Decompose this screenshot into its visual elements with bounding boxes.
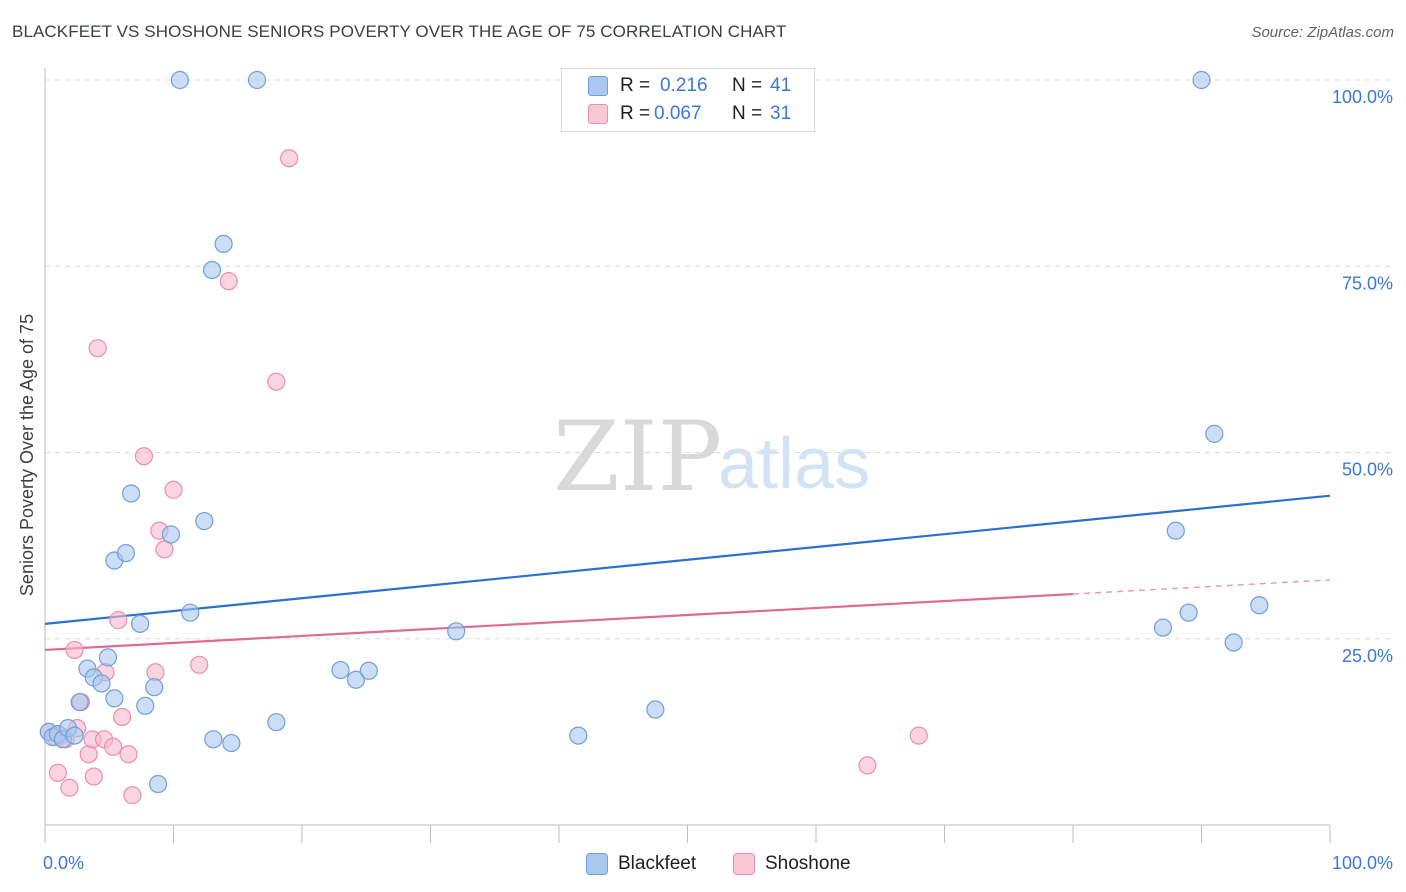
shoshone-swatch [588,104,608,124]
blackfeet-point[interactable] [331,660,350,680]
shoshone-point[interactable] [267,372,286,391]
watermark: ZIP atlas [553,401,870,513]
blackfeet-point[interactable] [1192,70,1211,90]
trend-lines [44,494,1331,652]
shoshone-point[interactable] [65,640,84,660]
shoshone-trend-line [44,592,1074,652]
blackfeet-point[interactable] [161,525,181,544]
n-label: N = [732,75,763,96]
shoshone-point[interactable] [134,447,154,466]
axis-labels: 25.0% 50.0% 75.0% 100.0% 0.0% 100.0% Seniors P… [17,87,1393,873]
blackfeet-point[interactable] [98,648,118,667]
stats-box: R = 0.216 N = 41 R = 0.067 N = 31 [561,68,815,132]
y-tick-label: 25.0% [1342,646,1393,666]
blackfeet-trend-line [44,494,1331,625]
blackfeet-point[interactable] [646,700,665,719]
blackfeet-point[interactable] [181,603,200,622]
shoshone-n-value: 31 [770,103,792,124]
blackfeet-point[interactable] [569,726,588,745]
blackfeet-point[interactable] [195,511,214,531]
shoshone-legend-label: Shoshone [765,853,851,874]
source-label: Source: ZipAtlas.com [1251,24,1394,41]
blackfeet-point[interactable] [70,692,89,712]
x-tick-label-min: 0.0% [43,853,84,873]
grid-lines [45,79,1390,640]
x-tick-label-max: 100.0% [1332,853,1393,873]
shoshone-point[interactable] [88,339,107,358]
blackfeet-point[interactable] [145,678,164,697]
blackfeet-point[interactable] [202,260,222,280]
blackfeet-point[interactable] [136,696,155,715]
watermark-zip: ZIP [553,401,722,513]
blackfeet-point[interactable] [359,661,378,680]
y-tick-label: 75.0% [1342,273,1393,293]
blackfeet-legend-label: Blackfeet [618,853,697,874]
blackfeet-point[interactable] [1224,633,1243,652]
blackfeet-point[interactable] [1166,521,1185,540]
blackfeet-point[interactable] [267,713,286,732]
legend-blackfeet[interactable]: Blackfeet [586,851,696,877]
shoshone-point[interactable] [109,611,128,630]
shoshone-point[interactable] [123,786,142,805]
shoshone-point[interactable] [858,756,877,775]
shoshone-point[interactable] [48,763,67,782]
blackfeet-swatch [588,76,608,96]
blackfeet-point[interactable] [447,622,466,641]
blackfeet-point[interactable] [92,674,111,693]
shoshone-point[interactable] [164,480,183,499]
blackfeet-point[interactable] [105,689,124,708]
blackfeet-point[interactable] [1205,424,1224,443]
shoshone-legend-swatch [733,853,755,875]
blackfeet-point[interactable] [214,234,233,253]
blackfeet-n-value: 41 [770,75,792,96]
shoshone-point[interactable] [60,778,79,797]
blackfeet-point[interactable] [247,70,267,90]
y-tick-label: 100.0% [1332,87,1393,107]
r-label: R = [620,103,651,124]
shoshone-point[interactable] [280,149,299,168]
blackfeet-point[interactable] [65,726,84,745]
blackfeet-point[interactable] [1153,618,1173,637]
y-axis-title: Seniors Poverty Over the Age of 75 [17,314,37,596]
blackfeet-r-value: 0.216 [660,75,708,96]
axes [44,68,1331,843]
watermark-atlas: atlas [718,424,870,504]
legend-shoshone[interactable]: Shoshone [733,851,851,877]
shoshone-r-value: 0.067 [654,103,702,124]
shoshone-point[interactable] [219,272,238,291]
blackfeet-point[interactable] [130,614,150,633]
y-tick-label: 50.0% [1342,460,1393,480]
shoshone-point[interactable] [104,737,123,756]
blackfeet-point[interactable] [346,670,366,689]
shoshone-point[interactable] [112,707,132,727]
shoshone-point[interactable] [84,767,103,786]
shoshone-point[interactable] [909,726,928,745]
blackfeet-point[interactable] [204,730,223,749]
shoshone-point[interactable] [79,745,98,764]
blackfeet-point[interactable] [116,543,136,563]
shoshone-point[interactable] [119,745,138,764]
blackfeet-legend-swatch [586,853,608,875]
n-label: N = [732,103,763,124]
blackfeet-point[interactable] [1179,603,1198,622]
shoshone-point[interactable] [190,655,209,674]
blackfeet-point[interactable] [1250,596,1269,615]
r-label: R = [620,75,651,96]
data-points [39,70,1269,805]
blackfeet-point[interactable] [148,774,168,794]
chart-title: BLACKFEET VS SHOSHONE SENIORS POVERTY OV… [12,22,787,41]
blackfeet-point[interactable] [222,733,241,753]
shoshone-trend-extension [1072,579,1331,595]
blackfeet-point[interactable] [170,70,190,90]
blackfeet-point[interactable] [121,484,141,503]
